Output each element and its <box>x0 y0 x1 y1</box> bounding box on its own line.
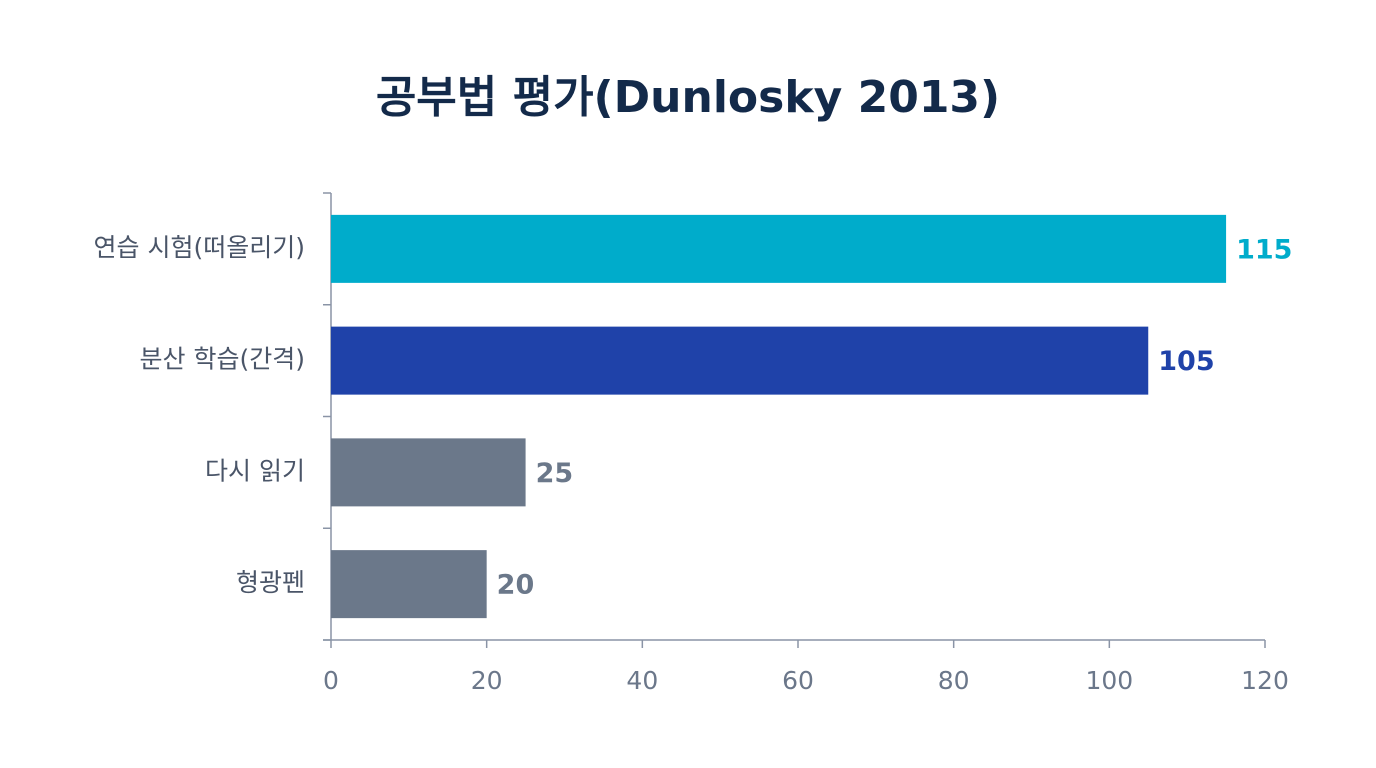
y-tick-label: 형광펜 <box>236 568 305 597</box>
value-label: 25 <box>536 458 574 489</box>
x-tick-label: 0 <box>323 666 339 695</box>
y-tick-label: 연습 시험(떠올리기) <box>94 233 305 262</box>
x-tick-label: 100 <box>1085 666 1133 695</box>
bar <box>331 550 487 619</box>
x-tick-label: 120 <box>1241 666 1289 695</box>
bar <box>331 438 526 507</box>
y-tick-label: 다시 읽기 <box>205 456 305 485</box>
value-label: 105 <box>1158 346 1214 377</box>
chart-title: 공부법 평가(Dunlosky 2013) <box>376 72 1000 123</box>
value-label: 115 <box>1236 234 1292 265</box>
bar <box>331 326 1149 395</box>
x-tick-label: 20 <box>471 666 503 695</box>
bar <box>331 214 1227 283</box>
y-tick-label: 분산 학습(간격) <box>140 345 305 374</box>
x-tick-label: 60 <box>782 666 814 695</box>
x-tick-label: 80 <box>938 666 970 695</box>
x-tick-label: 40 <box>626 666 658 695</box>
value-label: 20 <box>497 570 535 601</box>
